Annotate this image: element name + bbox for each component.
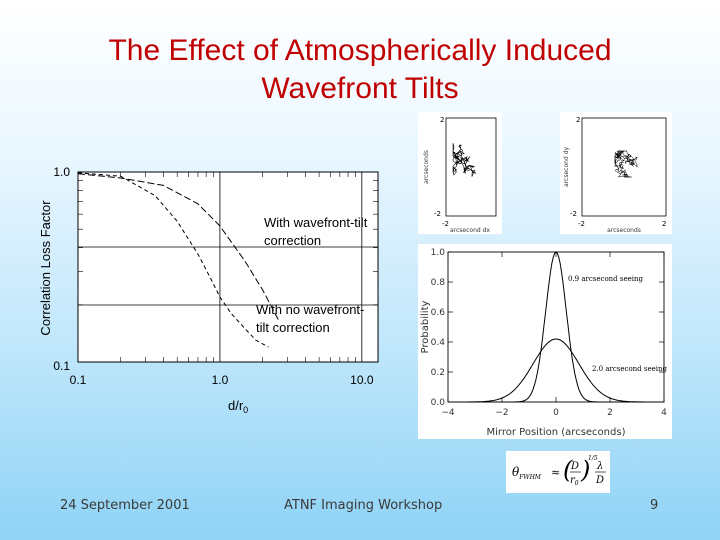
- y-tick-label: 1.0: [53, 165, 70, 179]
- plot-frame: [77, 171, 379, 363]
- y-tick-label: 0.0: [431, 398, 446, 408]
- motion-trace: [614, 150, 638, 178]
- x-tick-label: 4: [661, 408, 667, 418]
- plot-frame: [581, 117, 667, 217]
- x-tick-label: −2: [495, 408, 508, 418]
- series-line-with-tilt-correction: [77, 173, 280, 321]
- x-tick-label: 10.0: [350, 373, 374, 387]
- y-axis-label: Correlation Loss Factor: [38, 200, 53, 336]
- series-label-notilt-line2: tilt correction: [256, 320, 330, 335]
- panel-bg: [560, 112, 672, 234]
- formula-D2: D: [595, 475, 604, 486]
- formula-D: D: [570, 461, 579, 472]
- x-tick-left: -2: [578, 220, 585, 228]
- y-tick-label: 1.0: [431, 248, 446, 258]
- y-axis-label: arcsecond dy: [563, 147, 570, 187]
- y-tick-label: 0.8: [431, 278, 446, 288]
- y-axis-label: Probability: [420, 300, 431, 353]
- series-label-0-9: 0.9 arcsecond seeing: [568, 275, 644, 283]
- x-axis-label: arcseconds: [607, 227, 641, 234]
- probability-distribution-chart: Probability 0.0 0.2 0.4 0.6 0.8 1.0 −4 −2 0 2 4 0.…: [418, 244, 672, 439]
- title-line-2: Wavefront Tilts: [261, 72, 459, 105]
- series-line-no-tilt-correction: [77, 172, 269, 348]
- slide-title: The Effect of Atmospherically Induced Wa…: [60, 32, 660, 108]
- image-motion-uncorrected-plot: arcseconds 2 -2 -2 arcsecond dx: [418, 112, 502, 234]
- x-tick-label: 1.0: [212, 373, 229, 387]
- x-axis-label: d/r0: [228, 398, 248, 415]
- formula-paren-right: ): [580, 456, 590, 484]
- x-tick-label: 0.1: [70, 373, 87, 387]
- plot-frame: [445, 117, 497, 217]
- panel-bg: [418, 244, 672, 439]
- series-label-notilt-line1: With no wavefront-: [256, 302, 364, 317]
- x-axis-label: arcsecond dx: [450, 227, 490, 234]
- x-tick-label: 0: [553, 408, 559, 418]
- gaussian-curve-2-0-arcsec: [448, 338, 664, 403]
- y-tick-bottom: -2: [570, 210, 577, 218]
- title-line-1: The Effect of Atmospherically Induced: [108, 34, 612, 67]
- x-tick-left: -2: [442, 220, 449, 228]
- y-tick-label: 0.6: [431, 308, 446, 318]
- series-label-2-0: 2.0 arcsecond seeing: [592, 365, 668, 373]
- panel-bg: [418, 112, 502, 234]
- plot-background: [78, 172, 378, 362]
- x-tick-label: −4: [441, 408, 455, 418]
- fwhm-formula: θFWHM ≈ ( D r0 ) 1/5 λ D: [506, 451, 610, 493]
- series-label-tilt-line2: correction: [264, 233, 321, 248]
- y-tick-label: 0.4: [431, 338, 446, 348]
- formula-paren-left: (: [563, 456, 573, 484]
- formula-lambda: λ: [596, 461, 603, 472]
- x-tick-right: 2: [662, 220, 666, 228]
- x-tick-label: 2: [607, 408, 613, 418]
- formula-power: 1/5: [588, 455, 598, 462]
- footer-date: 24 September 2001: [60, 498, 190, 513]
- correlation-loss-chart: Correlation Loss Factor 0.1 1.0 10.0 0.1 1.0…: [38, 165, 379, 415]
- y-tick-top: 2: [440, 116, 444, 124]
- y-tick-top: 2: [576, 116, 580, 124]
- formula-approx: ≈: [551, 466, 560, 479]
- y-tick-bottom: -2: [434, 210, 441, 218]
- image-motion-corrected-plot: arcsecond dy 2 -2 -2 2 arcseconds: [560, 112, 672, 234]
- formula-svg: θFWHM ≈ ( D r0 ) 1/5 λ D: [512, 455, 606, 487]
- y-axis-label: arcseconds: [423, 150, 430, 184]
- formula-r0: r0: [570, 475, 579, 487]
- motion-trace: [452, 143, 477, 177]
- footer-workshop: ATNF Imaging Workshop: [284, 498, 443, 513]
- y-tick-label: 0.2: [431, 368, 445, 378]
- y-tick-label: 0.1: [53, 359, 70, 373]
- footer-page-number: 9: [650, 498, 659, 513]
- x-axis-label: Mirror Position (arcseconds): [487, 427, 626, 438]
- series-label-tilt-line1: With wavefront-tilt: [264, 215, 368, 230]
- formula-lhs: θFWHM: [512, 465, 542, 481]
